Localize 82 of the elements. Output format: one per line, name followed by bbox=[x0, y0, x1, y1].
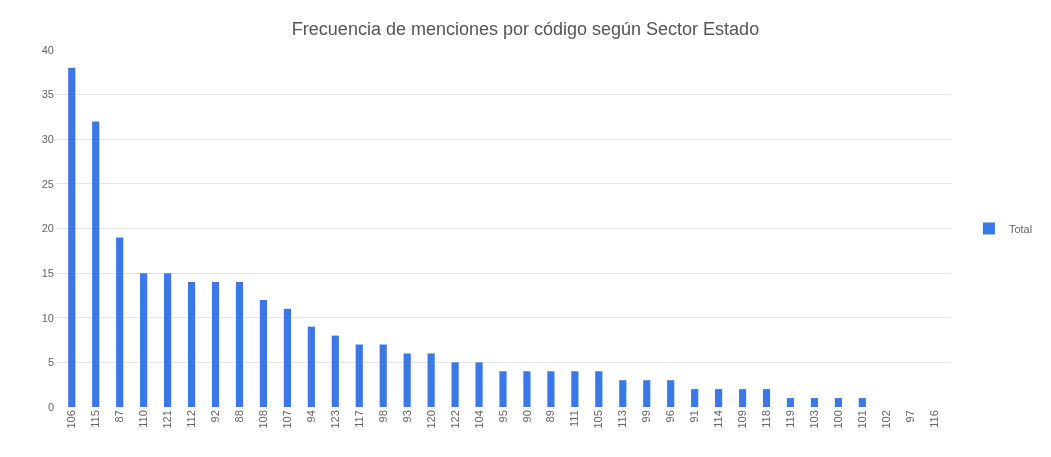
x-tick-label: 105 bbox=[592, 410, 605, 429]
x-tick-label: 110 bbox=[137, 410, 150, 428]
x-tick-label: 91 bbox=[688, 410, 701, 423]
x-tick-label: 108 bbox=[257, 410, 270, 429]
y-tick-label: 5 bbox=[47, 356, 54, 369]
bar bbox=[211, 282, 220, 407]
x-tick-label: 112 bbox=[185, 410, 198, 428]
x-tick-label: 92 bbox=[209, 410, 222, 423]
x-tick-label: 120 bbox=[424, 410, 437, 429]
y-tick-label: 25 bbox=[41, 177, 54, 190]
bar bbox=[187, 282, 196, 407]
x-tick-label: 117 bbox=[352, 410, 365, 428]
x-tick-label: 103 bbox=[808, 410, 821, 429]
bar bbox=[691, 389, 699, 407]
x-tick-label: 109 bbox=[736, 410, 749, 429]
bar bbox=[738, 389, 747, 407]
bar bbox=[140, 273, 148, 407]
x-tick-label: 97 bbox=[903, 410, 916, 423]
x-tick-label: 111 bbox=[568, 410, 581, 427]
bar bbox=[834, 398, 842, 407]
x-tick-label: 89 bbox=[544, 410, 557, 423]
x-tick-label: 122 bbox=[448, 410, 461, 429]
bar bbox=[355, 344, 363, 407]
bar bbox=[858, 398, 866, 407]
x-tick-label: 118 bbox=[760, 410, 773, 428]
bar bbox=[92, 121, 100, 407]
y-tick-label: 35 bbox=[41, 88, 54, 101]
x-tick-label: 96 bbox=[664, 410, 677, 423]
y-tick-label: 40 bbox=[41, 43, 54, 56]
x-tick-label: 123 bbox=[328, 410, 341, 429]
x-tick-label: 106 bbox=[65, 410, 78, 429]
bar bbox=[475, 362, 483, 407]
bar bbox=[762, 389, 771, 407]
bar bbox=[643, 380, 651, 407]
x-tick-label: 100 bbox=[831, 410, 844, 429]
x-tick-label: 93 bbox=[400, 410, 413, 423]
bar bbox=[307, 326, 315, 407]
x-tick-label: 94 bbox=[304, 410, 317, 423]
bar bbox=[331, 335, 339, 407]
bar bbox=[259, 299, 268, 407]
bar bbox=[283, 308, 291, 407]
y-tick-label: 15 bbox=[41, 266, 54, 279]
y-tick-label: 20 bbox=[41, 222, 54, 235]
x-tick-label: 95 bbox=[496, 410, 509, 423]
bar bbox=[235, 282, 244, 407]
x-tick-label: 113 bbox=[616, 410, 629, 428]
x-tick-label: 87 bbox=[113, 410, 126, 423]
legend-label: Total bbox=[1008, 222, 1033, 235]
bar bbox=[451, 362, 459, 407]
bar bbox=[571, 371, 579, 407]
y-tick-label: 10 bbox=[41, 311, 54, 324]
x-tick-label: 102 bbox=[879, 410, 892, 429]
y-tick-label: 30 bbox=[41, 133, 54, 146]
bar bbox=[116, 237, 124, 407]
bar bbox=[547, 371, 555, 407]
x-tick-label: 90 bbox=[520, 410, 533, 423]
bar bbox=[619, 380, 627, 407]
x-tick-label: 88 bbox=[233, 410, 246, 423]
x-tick-label: 116 bbox=[927, 410, 940, 428]
x-tick-label: 121 bbox=[161, 410, 174, 429]
bar bbox=[595, 371, 603, 407]
x-tick-label: 104 bbox=[472, 410, 485, 429]
bar bbox=[403, 353, 411, 407]
bar bbox=[68, 67, 76, 407]
x-tick-label: 114 bbox=[712, 410, 725, 428]
bar bbox=[667, 380, 675, 407]
x-tick-label: 98 bbox=[376, 410, 389, 423]
bar bbox=[427, 353, 435, 407]
y-tick-label: 0 bbox=[47, 400, 54, 413]
bar bbox=[499, 371, 507, 407]
bar bbox=[164, 273, 172, 407]
bar bbox=[715, 389, 723, 407]
chart-title: Frecuencia de menciones por código según Sector Estado bbox=[291, 19, 760, 40]
x-tick-label: 99 bbox=[640, 410, 653, 423]
x-tick-label: 119 bbox=[784, 410, 797, 428]
x-tick-label: 107 bbox=[280, 410, 293, 429]
bar bbox=[523, 371, 531, 407]
x-tick-label: 115 bbox=[89, 410, 102, 428]
x-tick-label: 101 bbox=[855, 410, 868, 429]
bar bbox=[786, 398, 795, 407]
bar bbox=[379, 344, 387, 407]
bar bbox=[810, 398, 819, 407]
